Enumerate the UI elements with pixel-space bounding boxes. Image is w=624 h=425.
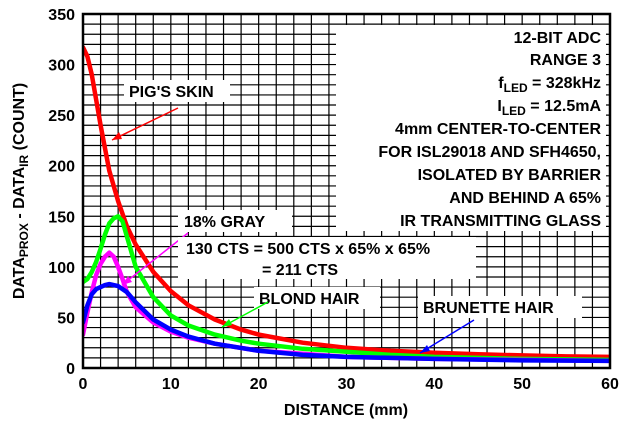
condition-fled: fLED = 328kHz (498, 75, 601, 95)
condition-barrier: ISOLATED BY BARRIER (418, 167, 602, 184)
iled-sub: LED (502, 104, 526, 118)
plot-frame (81, 12, 612, 370)
y-title-sub-prox: PROX (17, 223, 31, 257)
conditions-text: 12-BIT ADC RANGE 3 fLED = 328kHz ILED = … (378, 30, 601, 230)
cts-box (178, 237, 476, 279)
condition-glass-1: AND BEHIND A 65% (449, 190, 601, 207)
blond-label-box (254, 287, 380, 309)
cts-line-1: 130 CTS = 500 CTS x 65% x 65% (186, 241, 430, 258)
fled-base: f (498, 75, 504, 92)
y-title-data-1: DATA (11, 257, 28, 300)
y-tick-label: 0 (66, 361, 75, 378)
brunette-arrowhead (420, 345, 430, 353)
brunette-label: BRUNETTE HAIR (423, 300, 554, 317)
x-tick-label: 60 (601, 376, 619, 393)
pig-label-box (124, 80, 230, 102)
y-tick-label: 350 (48, 7, 75, 24)
fled-sub: LED (504, 81, 528, 95)
iled-tail: = 12.5mA (526, 98, 602, 115)
condition-range: RANGE 3 (530, 52, 601, 69)
x-tick-label: 20 (250, 376, 268, 393)
blond-label: BLOND HAIR (259, 291, 360, 308)
conditions-box (336, 25, 606, 231)
pig-skin-arrow (111, 107, 179, 141)
pig-skin-arrowhead (112, 132, 122, 140)
gray-arrowhead (122, 276, 132, 285)
cts-line-2: = 211 CTS (262, 262, 338, 279)
condition-adc: 12-BIT ADC (514, 30, 602, 47)
blond-arrowhead (222, 319, 232, 327)
y-tick-label: 300 (48, 58, 75, 75)
x-tick-label: 40 (425, 376, 443, 393)
series-line-pig-s-skin (83, 45, 610, 360)
x-tick-label: 50 (513, 376, 531, 393)
y-title-sub-ir: IR (17, 154, 31, 166)
x-tick-label: 10 (162, 376, 180, 393)
gray-label-box (178, 210, 292, 232)
x-axis-title: DISTANCE (mm) (284, 402, 408, 419)
x-tick-label: 30 (338, 376, 356, 393)
condition-spacing: 4mm CENTER-TO-CENTER (395, 121, 601, 138)
brunette-label-box (418, 296, 582, 318)
brunette-arrow (419, 319, 475, 354)
axis-ticks: 0 50 100 150 200 250 300 350 0 10 20 30 40 50 60 (48, 7, 619, 393)
iled-base: I (497, 98, 501, 115)
condition-parts: FOR ISL29018 AND SFH4650, (378, 144, 601, 161)
curves (83, 45, 610, 364)
y-tick-label: 100 (48, 260, 75, 277)
y-tick-label: 50 (57, 310, 75, 327)
gray-arrow (121, 232, 189, 286)
gray-label: 18% GRAY (184, 214, 266, 231)
x-tick-label: 0 (79, 376, 88, 393)
series-line-brunette-hair (83, 281, 610, 364)
y-title-tail: (COUNT) (11, 83, 28, 155)
pig-skin-label: PIG'S SKIN (129, 84, 214, 101)
condition-glass-2: IR TRANSMITTING GLASS (400, 213, 601, 230)
y-title-mid: - DATA (11, 166, 28, 223)
y-tick-label: 250 (48, 108, 75, 125)
y-axis-title: DATAPROX - DATAIR (COUNT) (11, 83, 31, 299)
y-tick-label: 200 (48, 159, 75, 176)
y-tick-label: 150 (48, 209, 75, 226)
condition-iled: ILED = 12.5mA (497, 98, 601, 118)
fled-tail: = 328kHz (528, 75, 601, 92)
